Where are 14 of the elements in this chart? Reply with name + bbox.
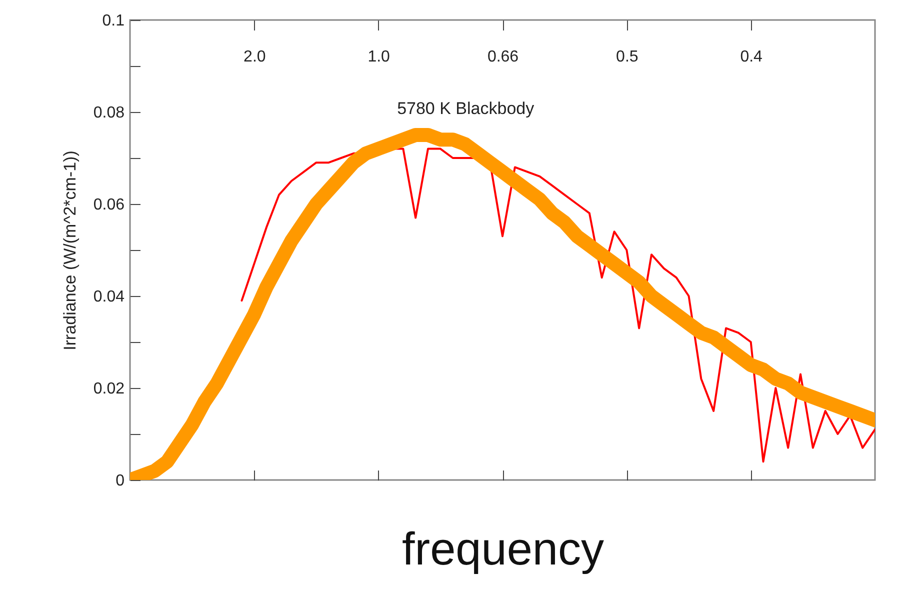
x-axis-title: frequency xyxy=(402,522,604,574)
x-tick-label: 2.0 xyxy=(244,48,266,66)
y-tick-label: 0.08 xyxy=(93,104,125,122)
x-tick-label: 0.4 xyxy=(740,48,763,66)
y-tick-label: 0.06 xyxy=(93,196,125,214)
x-tick-label: 0.5 xyxy=(616,48,638,66)
series-label: 5780 K Blackbody xyxy=(397,99,535,118)
y-tick-label: 0.1 xyxy=(102,12,125,30)
x-tick-label: 1.0 xyxy=(368,48,390,66)
y-tick-label: 0 xyxy=(116,472,125,490)
y-tick-label: 0.02 xyxy=(93,380,125,398)
y-axis-title: Irradiance (W/(m^2*cm-1)) xyxy=(60,150,80,350)
y-tick-label: 0.04 xyxy=(93,288,125,306)
x-tick-label: 0.66 xyxy=(487,48,519,66)
